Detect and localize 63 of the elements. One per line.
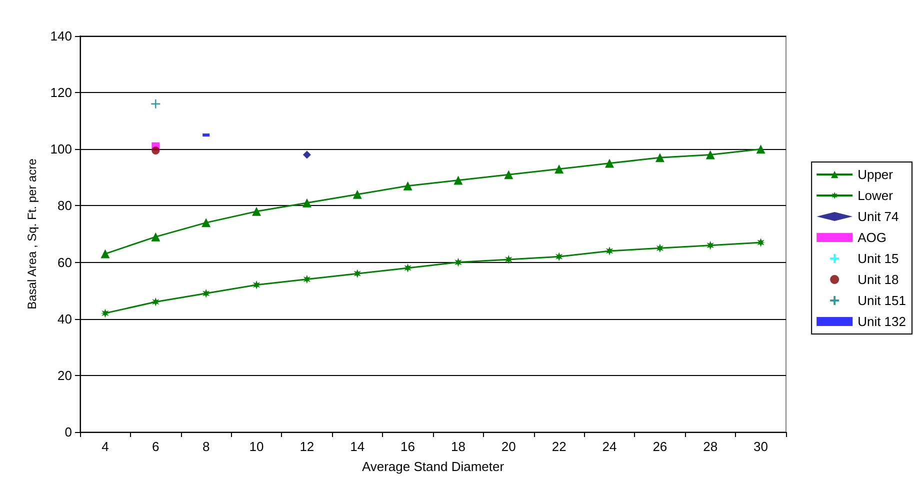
x-tick-label: 6 xyxy=(152,439,160,454)
legend-label: AOG xyxy=(858,230,886,245)
y-tick-label: 20 xyxy=(58,368,72,383)
point xyxy=(100,249,110,258)
x-tick-label: 30 xyxy=(754,439,768,454)
point xyxy=(756,144,766,154)
point xyxy=(252,280,261,290)
point xyxy=(352,269,362,278)
point xyxy=(706,240,715,250)
y-tick-label: 100 xyxy=(50,142,72,157)
point xyxy=(605,246,614,256)
point xyxy=(252,206,261,216)
x-tick-label: 4 xyxy=(102,439,109,454)
point xyxy=(504,170,514,180)
y-tick-label: 140 xyxy=(50,28,72,44)
point xyxy=(150,98,161,109)
point xyxy=(302,274,312,284)
x-tick-label: 20 xyxy=(501,439,516,454)
legend-label: Unit 132 xyxy=(858,314,906,329)
point xyxy=(655,244,664,253)
y-tick-label: 120 xyxy=(50,85,72,100)
point xyxy=(352,190,362,199)
point xyxy=(100,308,110,318)
point xyxy=(454,258,463,267)
y-tick-label: 40 xyxy=(58,311,72,326)
point xyxy=(202,288,211,298)
point xyxy=(302,198,312,208)
point xyxy=(605,158,614,168)
x-tick-label: 22 xyxy=(552,439,566,454)
y-tick-label: 0 xyxy=(64,424,72,440)
point xyxy=(403,263,412,272)
point xyxy=(655,153,664,162)
x-tick-label: 18 xyxy=(450,439,466,454)
point xyxy=(202,218,211,228)
y-axis-title: Basal Area , Sq. Ft. per acre xyxy=(25,158,39,310)
point xyxy=(504,254,514,264)
y-tick-label: 80 xyxy=(58,198,72,214)
point xyxy=(756,238,766,247)
point xyxy=(554,252,564,262)
point xyxy=(152,146,160,155)
point xyxy=(706,150,715,160)
x-tick-label: 10 xyxy=(249,439,264,454)
x-tick-label: 12 xyxy=(300,439,314,454)
legend-label: Lower xyxy=(858,188,894,203)
point xyxy=(454,176,463,185)
point xyxy=(151,232,160,242)
legend-label: Unit 18 xyxy=(858,272,899,287)
point xyxy=(554,164,564,174)
point xyxy=(403,181,412,190)
legend-label: Upper xyxy=(858,167,894,182)
x-tick-label: 24 xyxy=(602,439,617,454)
x-axis-title: Average Stand Diameter xyxy=(362,459,505,474)
legend-label: Unit 151 xyxy=(858,293,906,308)
point xyxy=(302,150,311,159)
legend-label: Unit 74 xyxy=(858,209,899,224)
x-tick-label: 16 xyxy=(400,439,416,454)
y-tick-label: 60 xyxy=(58,254,72,270)
x-tick-label: 14 xyxy=(350,439,365,454)
x-tick-label: 26 xyxy=(652,439,668,454)
point xyxy=(151,297,160,306)
legend-label: Unit 15 xyxy=(858,251,899,266)
x-tick-label: 28 xyxy=(703,439,718,454)
x-tick-label: 8 xyxy=(202,439,210,454)
